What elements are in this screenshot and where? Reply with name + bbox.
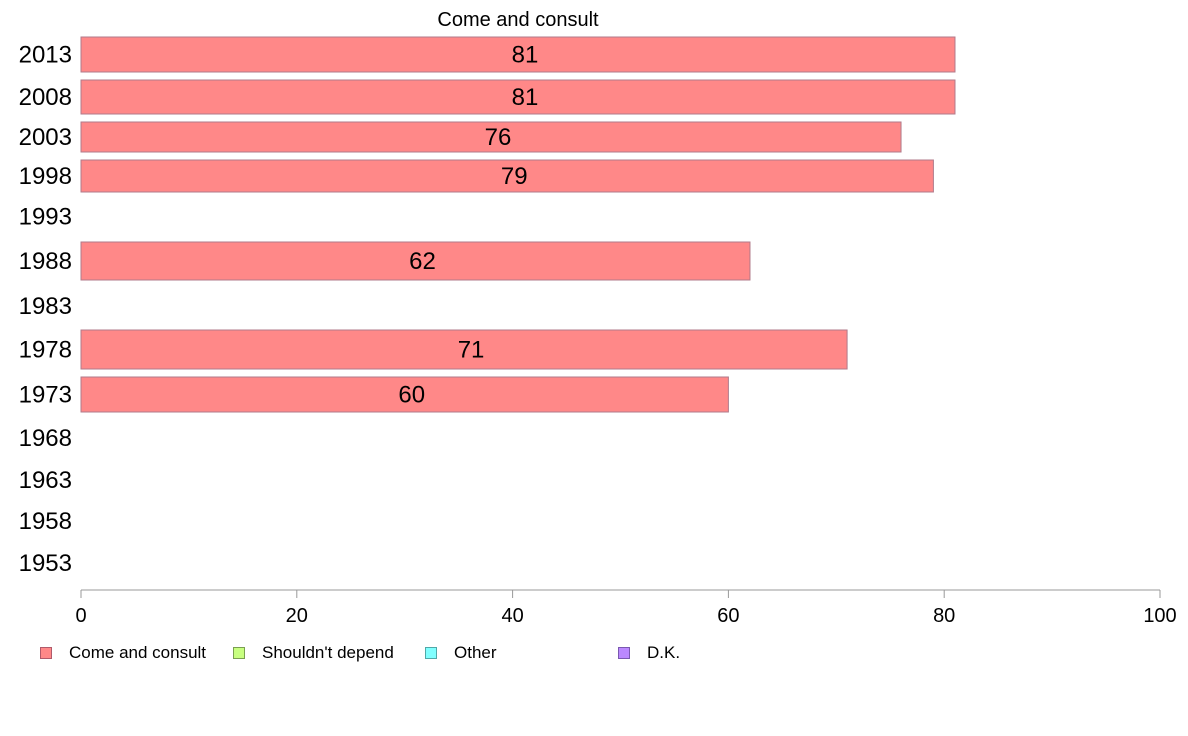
data-label-2013: 81 xyxy=(512,42,539,69)
x-tick-label-60: 60 xyxy=(717,605,739,627)
bar-2003 xyxy=(80,121,902,153)
y-tick-label-1998: 1998 xyxy=(19,163,72,190)
bar-1988 xyxy=(80,241,751,281)
legend-swatch-come-and-consult xyxy=(40,647,52,659)
x-tick-label-20: 20 xyxy=(286,605,308,627)
y-tick-label-1988: 1988 xyxy=(19,248,72,275)
bar-2013 xyxy=(80,36,956,73)
bar-1978 xyxy=(80,329,848,370)
legend-label: Other xyxy=(454,643,497,662)
bar-2008 xyxy=(80,79,956,115)
y-tick-label-1993: 1993 xyxy=(19,204,72,231)
legend-item-dk[interactable]: D.K. xyxy=(618,643,680,663)
legend-swatch-other xyxy=(425,647,437,659)
legend-label: D.K. xyxy=(647,643,681,662)
legend: Come and consult Shouldn't depend Other … xyxy=(40,643,1140,665)
x-tick-label-0: 0 xyxy=(75,605,86,627)
y-tick-label-2008: 2008 xyxy=(19,84,72,111)
y-tick-label-1973: 1973 xyxy=(19,382,72,409)
y-tick-label-1953: 1953 xyxy=(19,550,72,577)
y-tick-label-1983: 1983 xyxy=(19,293,72,320)
bar-1998 xyxy=(80,159,934,193)
chart-title: Come and consult xyxy=(437,9,599,31)
x-tick-label-40: 40 xyxy=(501,605,523,627)
legend-item-shouldnt-depend[interactable]: Shouldn't depend xyxy=(233,643,394,663)
y-tick-label-1968: 1968 xyxy=(19,425,72,452)
data-label-1998: 79 xyxy=(501,163,528,190)
bar-1973 xyxy=(80,376,729,413)
y-tick-label-1978: 1978 xyxy=(19,337,72,364)
x-tick-label-100: 100 xyxy=(1143,605,1176,627)
legend-swatch-dk xyxy=(618,647,630,659)
y-tick-label-1958: 1958 xyxy=(19,508,72,535)
legend-swatch-shouldnt-depend xyxy=(233,647,245,659)
data-label-2003: 76 xyxy=(485,124,512,151)
data-label-1973: 60 xyxy=(398,382,425,409)
legend-label: Shouldn't depend xyxy=(262,643,394,662)
data-label-2008: 81 xyxy=(512,84,539,111)
y-tick-label-2013: 2013 xyxy=(19,42,72,69)
legend-label: Come and consult xyxy=(69,643,207,662)
legend-item-other[interactable]: Other xyxy=(425,643,497,663)
legend-item-come-and-consult[interactable]: Come and consult xyxy=(40,643,206,663)
x-tick-label-80: 80 xyxy=(933,605,955,627)
y-tick-label-1963: 1963 xyxy=(19,467,72,494)
data-label-1988: 62 xyxy=(409,248,436,275)
y-tick-label-2003: 2003 xyxy=(19,124,72,151)
data-label-1978: 71 xyxy=(458,337,485,364)
